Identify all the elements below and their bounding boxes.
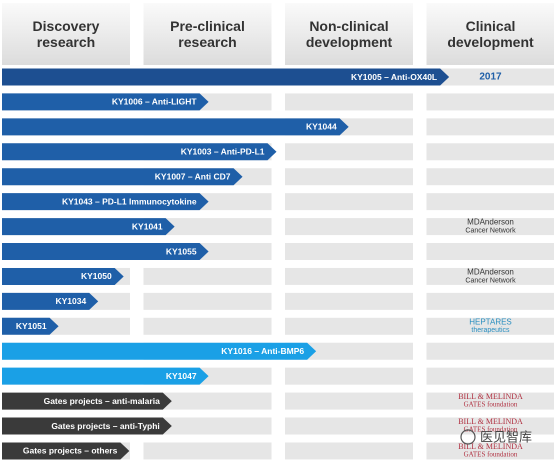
arrow-label: KY1041 — [132, 221, 163, 231]
arrow-label: Gates projects – anti-Typhi — [51, 421, 159, 431]
arrow-label: KY1005 – Anti-OX40L — [351, 72, 437, 82]
row-cell — [285, 218, 413, 235]
arrow-label: KY1003 – Anti-PD-L1 — [181, 147, 265, 157]
row-cell — [285, 393, 413, 410]
row-cell — [285, 442, 413, 459]
row-cell — [285, 168, 413, 185]
row-cell — [285, 193, 413, 210]
row-cell — [427, 368, 554, 385]
row-cell — [427, 343, 554, 360]
arrow-label: KY1007 – Anti CD7 — [155, 171, 231, 181]
arrow-label: KY1006 – Anti-LIGHT — [112, 97, 198, 107]
arrow-label: KY1047 — [166, 371, 197, 381]
row-cell — [427, 143, 554, 160]
row-cell — [285, 143, 413, 160]
arrow-label: KY1043 – PD-L1 Immunocytokine — [62, 196, 197, 206]
row-cell — [285, 368, 413, 385]
arrow-label: KY1055 — [166, 246, 197, 256]
row-cell — [427, 243, 554, 260]
partner-text: GATES foundation — [464, 451, 518, 459]
row-cell — [427, 193, 554, 210]
arrow-label: KY1034 — [56, 296, 87, 306]
row-cell — [285, 293, 413, 310]
arrow-label: KY1051 — [16, 321, 47, 331]
row-cell — [144, 293, 272, 310]
partner-text: HEPTARES — [469, 317, 512, 326]
row-cell — [144, 268, 272, 285]
arrow-label: Gates projects – anti-malaria — [44, 396, 160, 406]
arrow-label: Gates projects – others — [23, 446, 118, 456]
partner-text: therapeutics — [471, 327, 510, 334]
row-cell — [285, 243, 413, 260]
watermark: 医见智库 — [480, 429, 532, 444]
row-cell — [427, 293, 554, 310]
partner-text: MDAnderson — [467, 268, 514, 277]
row-cell — [427, 93, 554, 110]
partner-text: BILL & MELINDA — [458, 392, 523, 401]
arrow-label: KY1050 — [81, 271, 112, 281]
partner-text: Cancer Network — [465, 227, 516, 234]
row-cell — [144, 442, 272, 459]
partner-text: MDAnderson — [467, 218, 514, 227]
row-cell — [427, 118, 554, 135]
partner-text: GATES foundation — [464, 401, 518, 409]
pipeline-arrow — [2, 118, 349, 135]
arrow-label: KY1016 – Anti-BMP6 — [221, 346, 304, 356]
partner-text: BILL & MELINDA — [458, 417, 523, 426]
row-cell — [285, 318, 413, 335]
row-cell — [285, 418, 413, 435]
row-cell — [285, 268, 413, 285]
row-cell — [285, 93, 413, 110]
partner-text: Cancer Network — [465, 277, 516, 284]
partner-text: 2017 — [479, 72, 502, 83]
row-cell — [427, 168, 554, 185]
row-cell — [144, 318, 272, 335]
arrow-label: KY1044 — [306, 122, 337, 132]
